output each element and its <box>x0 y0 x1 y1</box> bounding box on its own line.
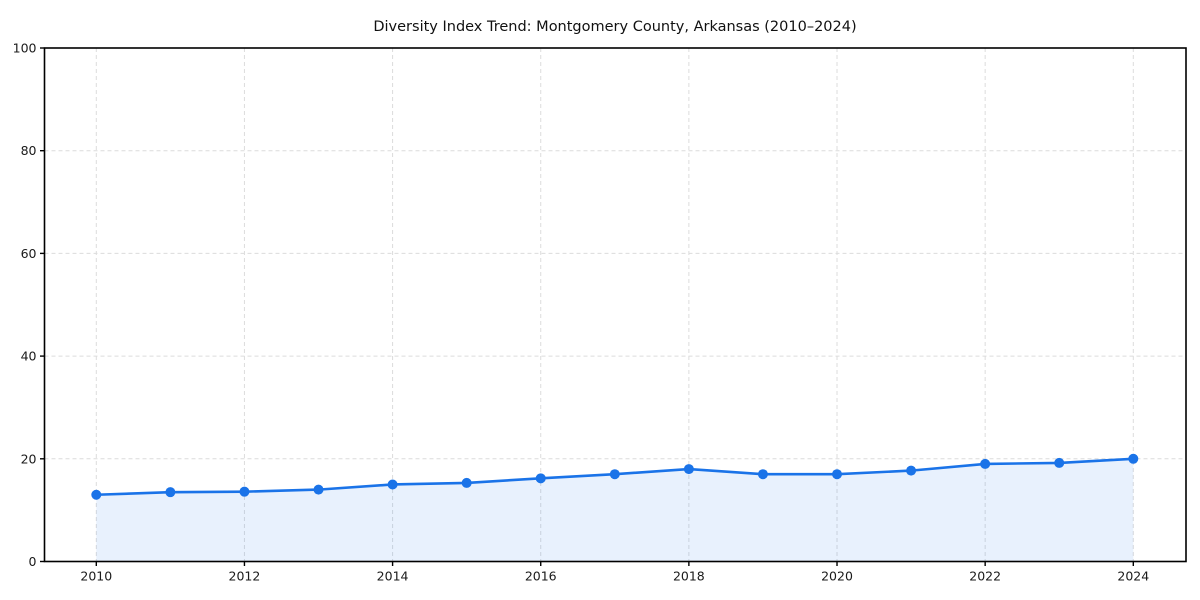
area-fill <box>96 458 1134 562</box>
y-tick-label: 0 <box>29 554 37 569</box>
data-point-2022 <box>980 458 991 469</box>
data-point-2012 <box>239 486 250 497</box>
x-tick-label: 2022 <box>969 569 1001 584</box>
x-tick-label: 2010 <box>80 569 112 584</box>
y-tick-label: 60 <box>21 246 37 261</box>
data-point-2019 <box>757 469 768 480</box>
data-point-2021 <box>906 465 917 476</box>
data-point-2014 <box>387 479 398 490</box>
x-tick-label: 2018 <box>673 569 705 584</box>
data-point-2020 <box>832 469 843 480</box>
data-point-2023 <box>1054 457 1065 468</box>
data-point-2011 <box>165 487 176 498</box>
data-point-2024 <box>1128 453 1139 464</box>
x-tick-label: 2020 <box>821 569 853 584</box>
y-tick-label: 20 <box>21 451 37 466</box>
x-tick-label: 2024 <box>1117 569 1149 584</box>
data-point-2013 <box>313 484 324 495</box>
y-tick-label: 40 <box>21 349 37 364</box>
y-tick-label: 80 <box>21 143 37 158</box>
plot-border <box>43 47 1187 563</box>
x-tick-label: 2012 <box>229 569 261 584</box>
data-point-2015 <box>461 477 472 488</box>
x-tick-label: 2014 <box>377 569 409 584</box>
data-point-2010 <box>91 489 102 500</box>
x-tick-label: 2016 <box>525 569 557 584</box>
data-point-2017 <box>609 469 620 480</box>
y-tick-label: 100 <box>13 41 37 56</box>
chart-title: Diversity Index Trend: Montgomery County… <box>373 19 856 35</box>
data-point-2018 <box>683 464 694 475</box>
data-point-2016 <box>535 473 546 484</box>
